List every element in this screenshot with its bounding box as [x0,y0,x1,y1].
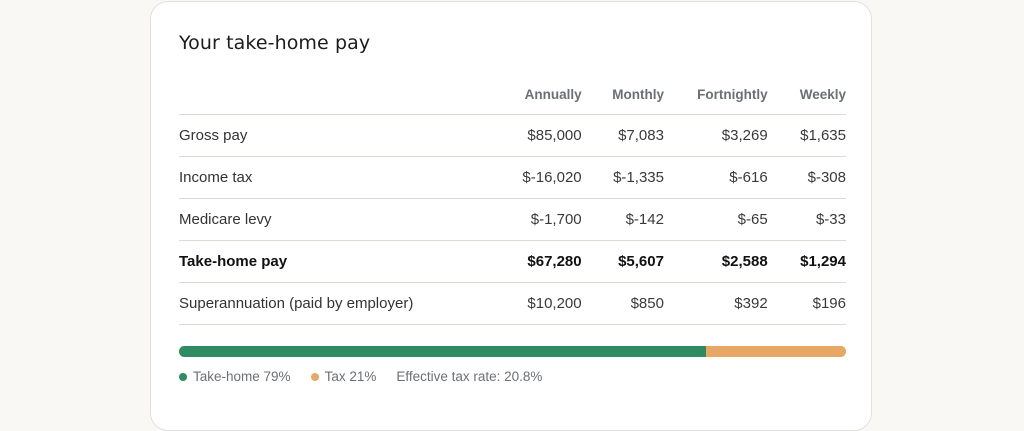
card-title: Your take-home pay [179,32,371,54]
cell-fortnightly: $392 [663,282,768,325]
cell-fortnightly: $2,588 [663,240,768,283]
row-take-home-pay: Take-home pay $67,280 $5,607 $2,588 $1,2… [179,240,846,283]
tax-segment [705,346,846,357]
cell-fortnightly: $-616 [663,156,768,199]
cell-annually: $-1,700 [484,198,582,241]
table-header-row: Annually Monthly Fortnightly Weekly [179,74,846,115]
cell-annually: $-16,020 [484,156,582,199]
header-label [179,74,485,115]
legend-takehome-label: Take-home 79% [193,369,291,384]
cell-annually: $85,000 [484,114,582,157]
cell-monthly: $-142 [581,198,664,241]
row-superannuation: Superannuation (paid by employer) $10,20… [179,282,846,325]
orange-dot-icon [310,372,319,381]
cell-monthly: $850 [581,282,664,325]
cell-monthly: $7,083 [581,114,664,157]
cell-weekly: $1,635 [767,114,846,157]
take-home-pay-card: Your take-home pay Annually Monthly Fort… [150,1,872,431]
effective-tax-rate: Effective tax rate: 20.8% [396,369,543,384]
cell-weekly: $-33 [767,198,846,241]
take-home-segment [179,346,706,357]
legend-tax-label: Tax 21% [324,369,377,384]
pay-breakdown-table: Annually Monthly Fortnightly Weekly Gros… [179,74,846,325]
cell-weekly: $-308 [767,156,846,199]
row-label: Medicare levy [179,198,485,241]
cell-fortnightly: $3,269 [663,114,768,157]
cell-weekly: $196 [767,282,846,325]
take-home-tax-bar [179,346,846,357]
row-label: Gross pay [179,114,485,157]
header-annually: Annually [484,74,582,115]
legend-item-takehome: Take-home 79% [179,369,291,384]
row-gross-pay: Gross pay $85,000 $7,083 $3,269 $1,635 [179,114,846,157]
cell-fortnightly: $-65 [663,198,768,241]
bar-legend: Take-home 79% Tax 21% Effective tax rate… [179,369,562,384]
green-dot-icon [179,372,187,381]
legend-item-effective-rate: Effective tax rate: 20.8% [396,369,542,384]
row-medicare-levy: Medicare levy $-1,700 $-142 $-65 $-33 [179,198,846,241]
row-label: Income tax [179,156,485,199]
row-income-tax: Income tax $-16,020 $-1,335 $-616 $-308 [179,156,846,199]
cell-monthly: $-1,335 [581,156,664,199]
cell-monthly: $5,607 [581,240,664,283]
header-weekly: Weekly [767,74,846,115]
legend-item-tax: Tax 21% [310,369,377,384]
header-fortnightly: Fortnightly [663,74,768,115]
row-label: Superannuation (paid by employer) [179,282,485,325]
cell-annually: $10,200 [484,282,582,325]
cell-annually: $67,280 [484,240,582,283]
row-label: Take-home pay [179,240,485,283]
header-monthly: Monthly [581,74,664,115]
cell-weekly: $1,294 [767,240,846,283]
